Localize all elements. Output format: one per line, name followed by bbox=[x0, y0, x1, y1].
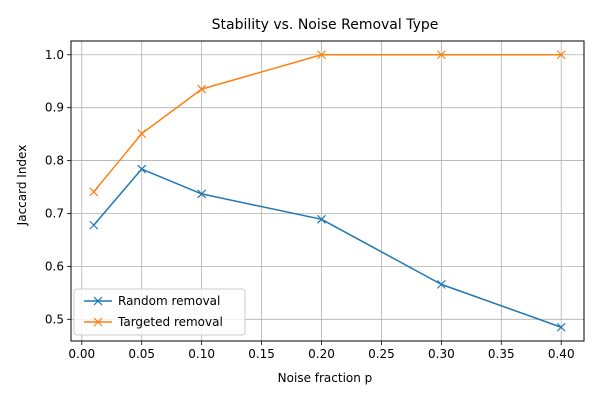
y-tick-label: 0.9 bbox=[45, 101, 64, 115]
x-tick-label: 0.10 bbox=[188, 347, 215, 361]
x-tick-label: 0.15 bbox=[248, 347, 275, 361]
y-tick-label: 0.6 bbox=[45, 259, 64, 273]
data-point bbox=[317, 214, 326, 224]
y-tick-label: 0.5 bbox=[45, 312, 64, 326]
data-point bbox=[89, 220, 99, 230]
x-tick-label: 0.20 bbox=[308, 347, 335, 361]
y-tick-label: 0.7 bbox=[45, 206, 64, 220]
legend-marker bbox=[93, 317, 103, 327]
series-line bbox=[93, 54, 562, 193]
y-tick-label: 1.0 bbox=[45, 48, 64, 62]
x-axis-label: Noise fraction p bbox=[278, 371, 373, 385]
data-point bbox=[197, 189, 207, 199]
grid bbox=[71, 41, 584, 341]
x-tick-label: 0.30 bbox=[428, 347, 455, 361]
legend: Random removal Targeted removal bbox=[73, 288, 246, 336]
x-tick-label: 0.40 bbox=[548, 347, 575, 361]
series-random-removal bbox=[89, 164, 566, 332]
y-tick-label: 0.8 bbox=[45, 154, 64, 168]
data-point bbox=[89, 187, 99, 197]
data-point bbox=[556, 322, 566, 332]
legend-entry: Targeted removal bbox=[84, 315, 223, 329]
plot-frame bbox=[70, 40, 585, 342]
series-targeted-removal bbox=[89, 50, 566, 197]
x-tick-label: 0.35 bbox=[488, 347, 515, 361]
data-point bbox=[436, 50, 446, 60]
y-axis: 0.5 0.6 0.7 0.8 0.9 1.0 bbox=[45, 48, 71, 326]
x-tick-label: 0.00 bbox=[68, 347, 95, 361]
data-point bbox=[137, 164, 147, 174]
legend-label: Random removal bbox=[118, 294, 220, 308]
legend-marker bbox=[93, 296, 103, 306]
data-point bbox=[436, 279, 446, 289]
data-point bbox=[556, 50, 566, 60]
x-axis: 0.00 0.05 0.10 0.15 0.20 0.25 0.30 0.35 0.40 bbox=[68, 341, 575, 361]
x-tick-label: 0.05 bbox=[128, 347, 155, 361]
chart-title: Stability vs. Noise Removal Type bbox=[212, 17, 439, 33]
series-layer bbox=[89, 50, 566, 332]
data-point bbox=[317, 50, 326, 60]
y-axis-label: Jaccard Index bbox=[15, 145, 29, 227]
data-point bbox=[137, 129, 147, 139]
series-line bbox=[93, 168, 562, 328]
legend-box bbox=[73, 288, 246, 336]
x-tick-label: 0.25 bbox=[368, 347, 395, 361]
data-point bbox=[197, 84, 207, 94]
legend-label: Targeted removal bbox=[117, 315, 223, 329]
legend-entry: Random removal bbox=[84, 294, 220, 308]
